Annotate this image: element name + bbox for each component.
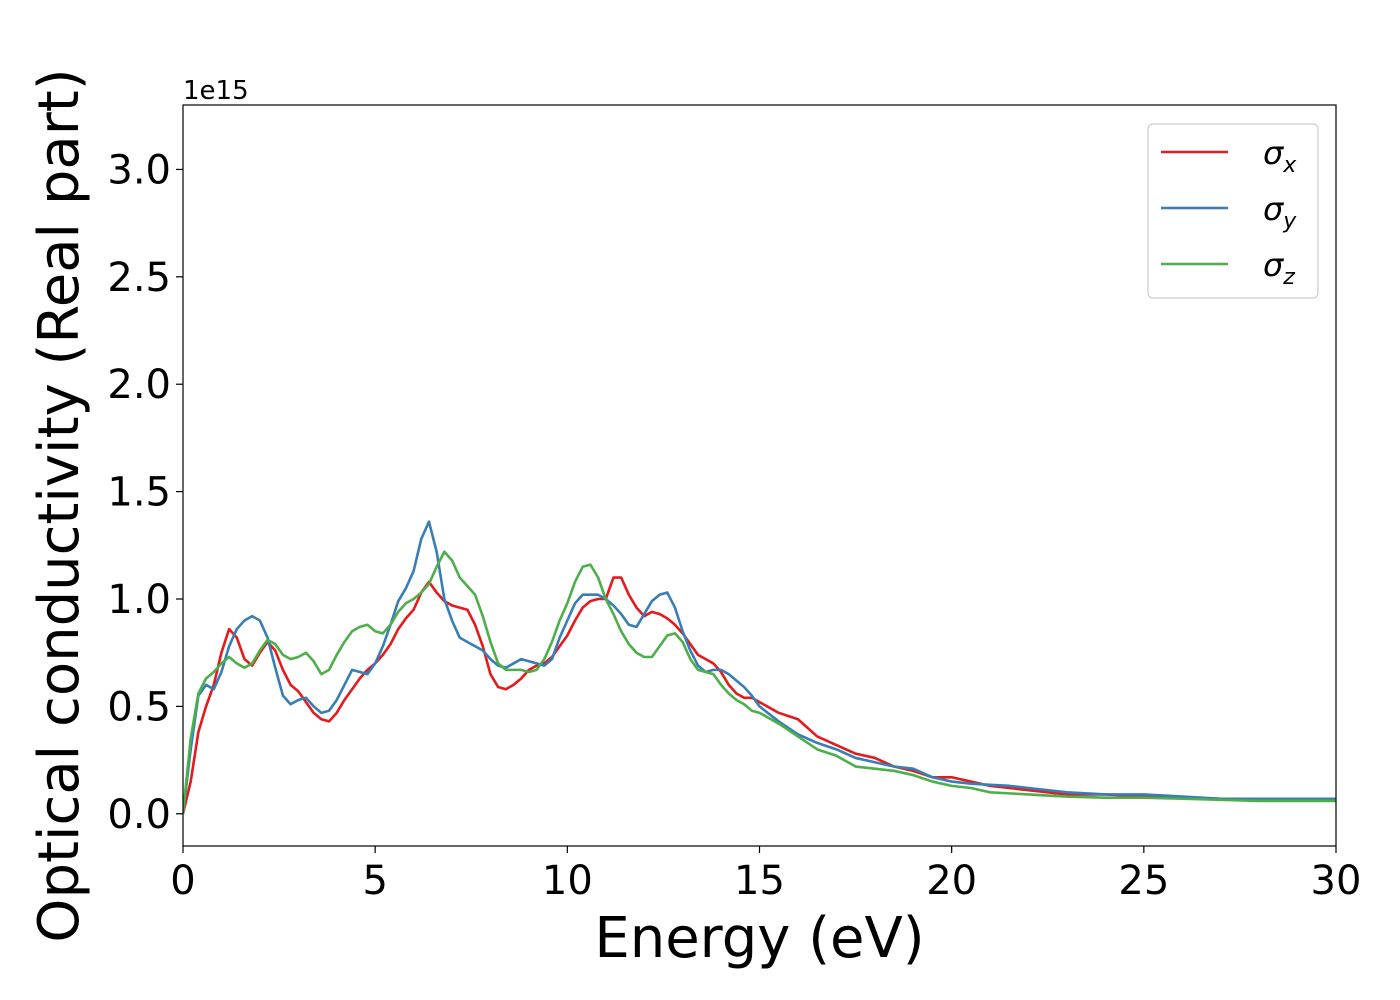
plot-area <box>183 520 1336 815</box>
y-tick-label: 3.0 <box>107 147 171 193</box>
legend-label-y: σy <box>1263 190 1297 234</box>
legend: σx σy σz <box>1147 123 1319 299</box>
y-offset-text: 1e15 <box>183 76 249 106</box>
x-axis-title: Energy (eV) <box>594 906 924 971</box>
x-tick-label: 25 <box>1118 858 1169 904</box>
y-tick-label: 0.5 <box>107 684 171 730</box>
series-line-z <box>183 550 1336 814</box>
x-tick-label: 10 <box>542 858 593 904</box>
series-line-y <box>183 520 1336 814</box>
y-axis-title: Optical conductivity (Real part) <box>27 68 92 942</box>
y-tick-label: 1.5 <box>107 470 171 516</box>
y-tick-label: 1.0 <box>107 577 171 623</box>
y-tick-label: 0.0 <box>107 792 171 838</box>
y-tick-label: 2.0 <box>107 362 171 408</box>
axes: 0 5 10 15 20 25 30 0.0 0.5 1.0 1.5 2.0 2.5 3.0 1e15 Ene… <box>27 68 1361 971</box>
legend-label-z: σz <box>1263 246 1295 290</box>
series-line-x <box>183 576 1336 815</box>
x-tick-label: 20 <box>926 858 977 904</box>
legend-label-x: σx <box>1263 134 1297 178</box>
x-tick-label: 15 <box>734 858 785 904</box>
x-tick-label: 30 <box>1311 858 1362 904</box>
legend-box <box>1147 123 1319 299</box>
x-tick-label: 5 <box>362 858 387 904</box>
y-tick-label: 2.5 <box>107 255 171 301</box>
x-tick-label: 0 <box>170 858 195 904</box>
